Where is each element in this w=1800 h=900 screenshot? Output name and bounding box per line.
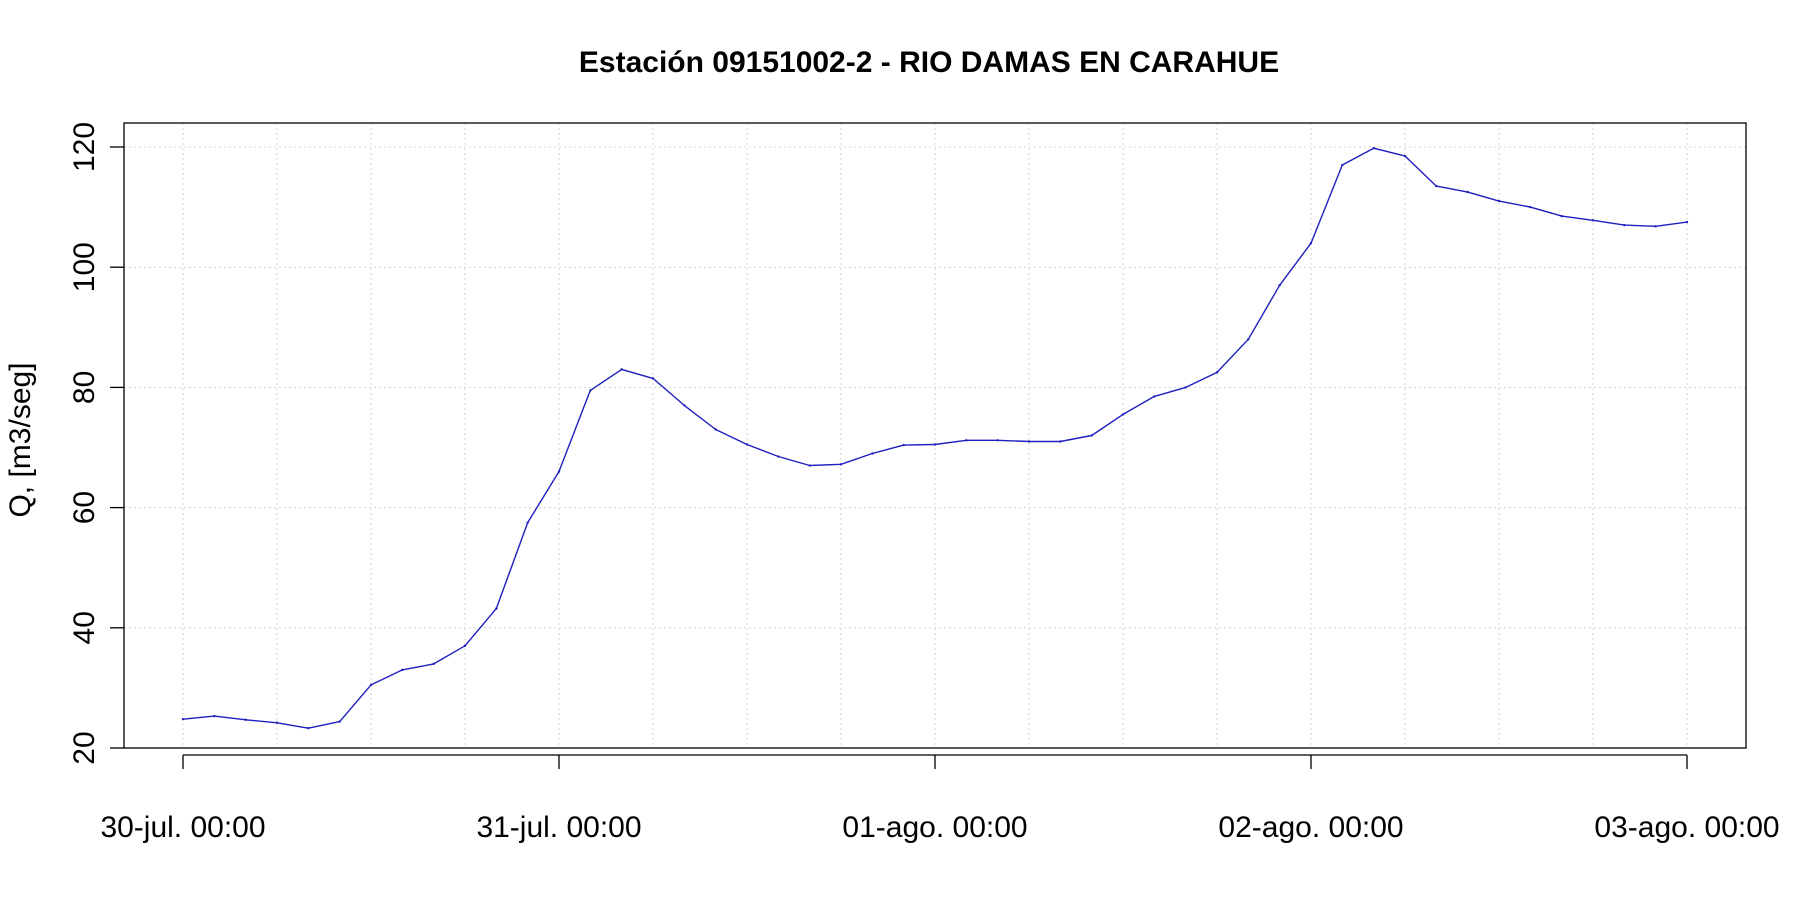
y-axis-label: Q, [m3/seg]	[4, 362, 37, 517]
discharge-data-point	[1403, 154, 1407, 158]
discharge-data-point	[1466, 190, 1469, 194]
discharge-data-point	[307, 726, 310, 730]
discharge-data-point	[808, 464, 811, 467]
x-axis: 30-jul. 00:00 31-jul. 00:00 01-ago. 00:00 0…	[100, 754, 1780, 844]
discharge-data-point	[213, 714, 216, 718]
discharge-data-point	[1309, 241, 1313, 245]
discharge-data-point	[1059, 440, 1062, 443]
discharge-data-point	[275, 721, 279, 724]
discharge-data-point	[1121, 413, 1125, 416]
discharge-data-point	[1247, 338, 1250, 341]
discharge-data-point	[620, 368, 623, 371]
discharge-data-point	[1560, 214, 1563, 218]
chart-title: Estación 09151002-2 - RIO DAMAS EN CARAH…	[579, 46, 1279, 79]
x-tick-label: 01-ago. 00:00	[842, 811, 1027, 844]
discharge-data-point	[1027, 440, 1031, 443]
discharge-data-point	[1529, 205, 1532, 209]
discharge-data-point	[1215, 371, 1219, 374]
discharge-data-point	[777, 455, 780, 458]
discharge-data-point	[683, 404, 686, 407]
grid-lines	[124, 123, 1746, 749]
discharge-data-point	[1278, 284, 1281, 287]
discharge-data-point	[996, 439, 999, 442]
discharge-data-point	[651, 377, 655, 380]
discharge-data-point	[745, 443, 749, 446]
discharge-data-point	[589, 389, 592, 392]
discharge-data-point	[1497, 199, 1501, 203]
discharge-data-point	[965, 439, 968, 442]
discharge-data-point	[1591, 219, 1595, 222]
discharge-data-point	[839, 463, 843, 466]
x-tick-label: 02-ago. 00:00	[1218, 811, 1403, 844]
y-tick-label: 120	[68, 122, 101, 172]
x-tick-label: 03-ago. 00:00	[1594, 811, 1779, 844]
discharge-data-point	[1435, 184, 1438, 188]
y-tick-label: 60	[68, 491, 101, 524]
discharge-data-point	[1372, 147, 1375, 150]
discharge-data-point	[1654, 225, 1657, 228]
discharge-data-point	[495, 607, 498, 610]
discharge-data-point	[1153, 395, 1156, 398]
discharge-data-point	[369, 683, 373, 687]
discharge-data-point	[557, 470, 561, 473]
x-tick-label: 31-jul. 00:00	[476, 811, 641, 844]
discharge-data-point	[1090, 434, 1093, 437]
discharge-data-point	[463, 644, 467, 648]
series-layer	[181, 147, 1689, 730]
y-tick-label: 80	[68, 371, 101, 404]
y-tick-label: 20	[68, 731, 101, 764]
y-axis: 20 40 60 80 100 120	[68, 122, 124, 765]
discharge-data-point	[1184, 386, 1187, 389]
discharge-data-point	[714, 428, 717, 431]
discharge-data-point	[244, 718, 247, 721]
discharge-data-point	[1685, 220, 1689, 224]
discharge-data-point	[1341, 163, 1344, 167]
discharge-data-point	[526, 521, 529, 524]
plot-frame	[123, 122, 1747, 749]
discharge-data-point	[1623, 223, 1626, 227]
y-tick-label: 40	[68, 611, 101, 644]
discharge-data-point	[902, 443, 905, 447]
discharge-data-point	[933, 443, 937, 446]
discharge-data-point	[181, 717, 185, 721]
y-tick-label: 100	[68, 242, 101, 292]
discharge-data-point	[871, 452, 874, 455]
discharge-data-point	[401, 668, 404, 672]
discharge-data-point	[338, 720, 341, 723]
discharge-data-point	[432, 662, 435, 666]
x-tick-label: 30-jul. 00:00	[100, 811, 265, 844]
